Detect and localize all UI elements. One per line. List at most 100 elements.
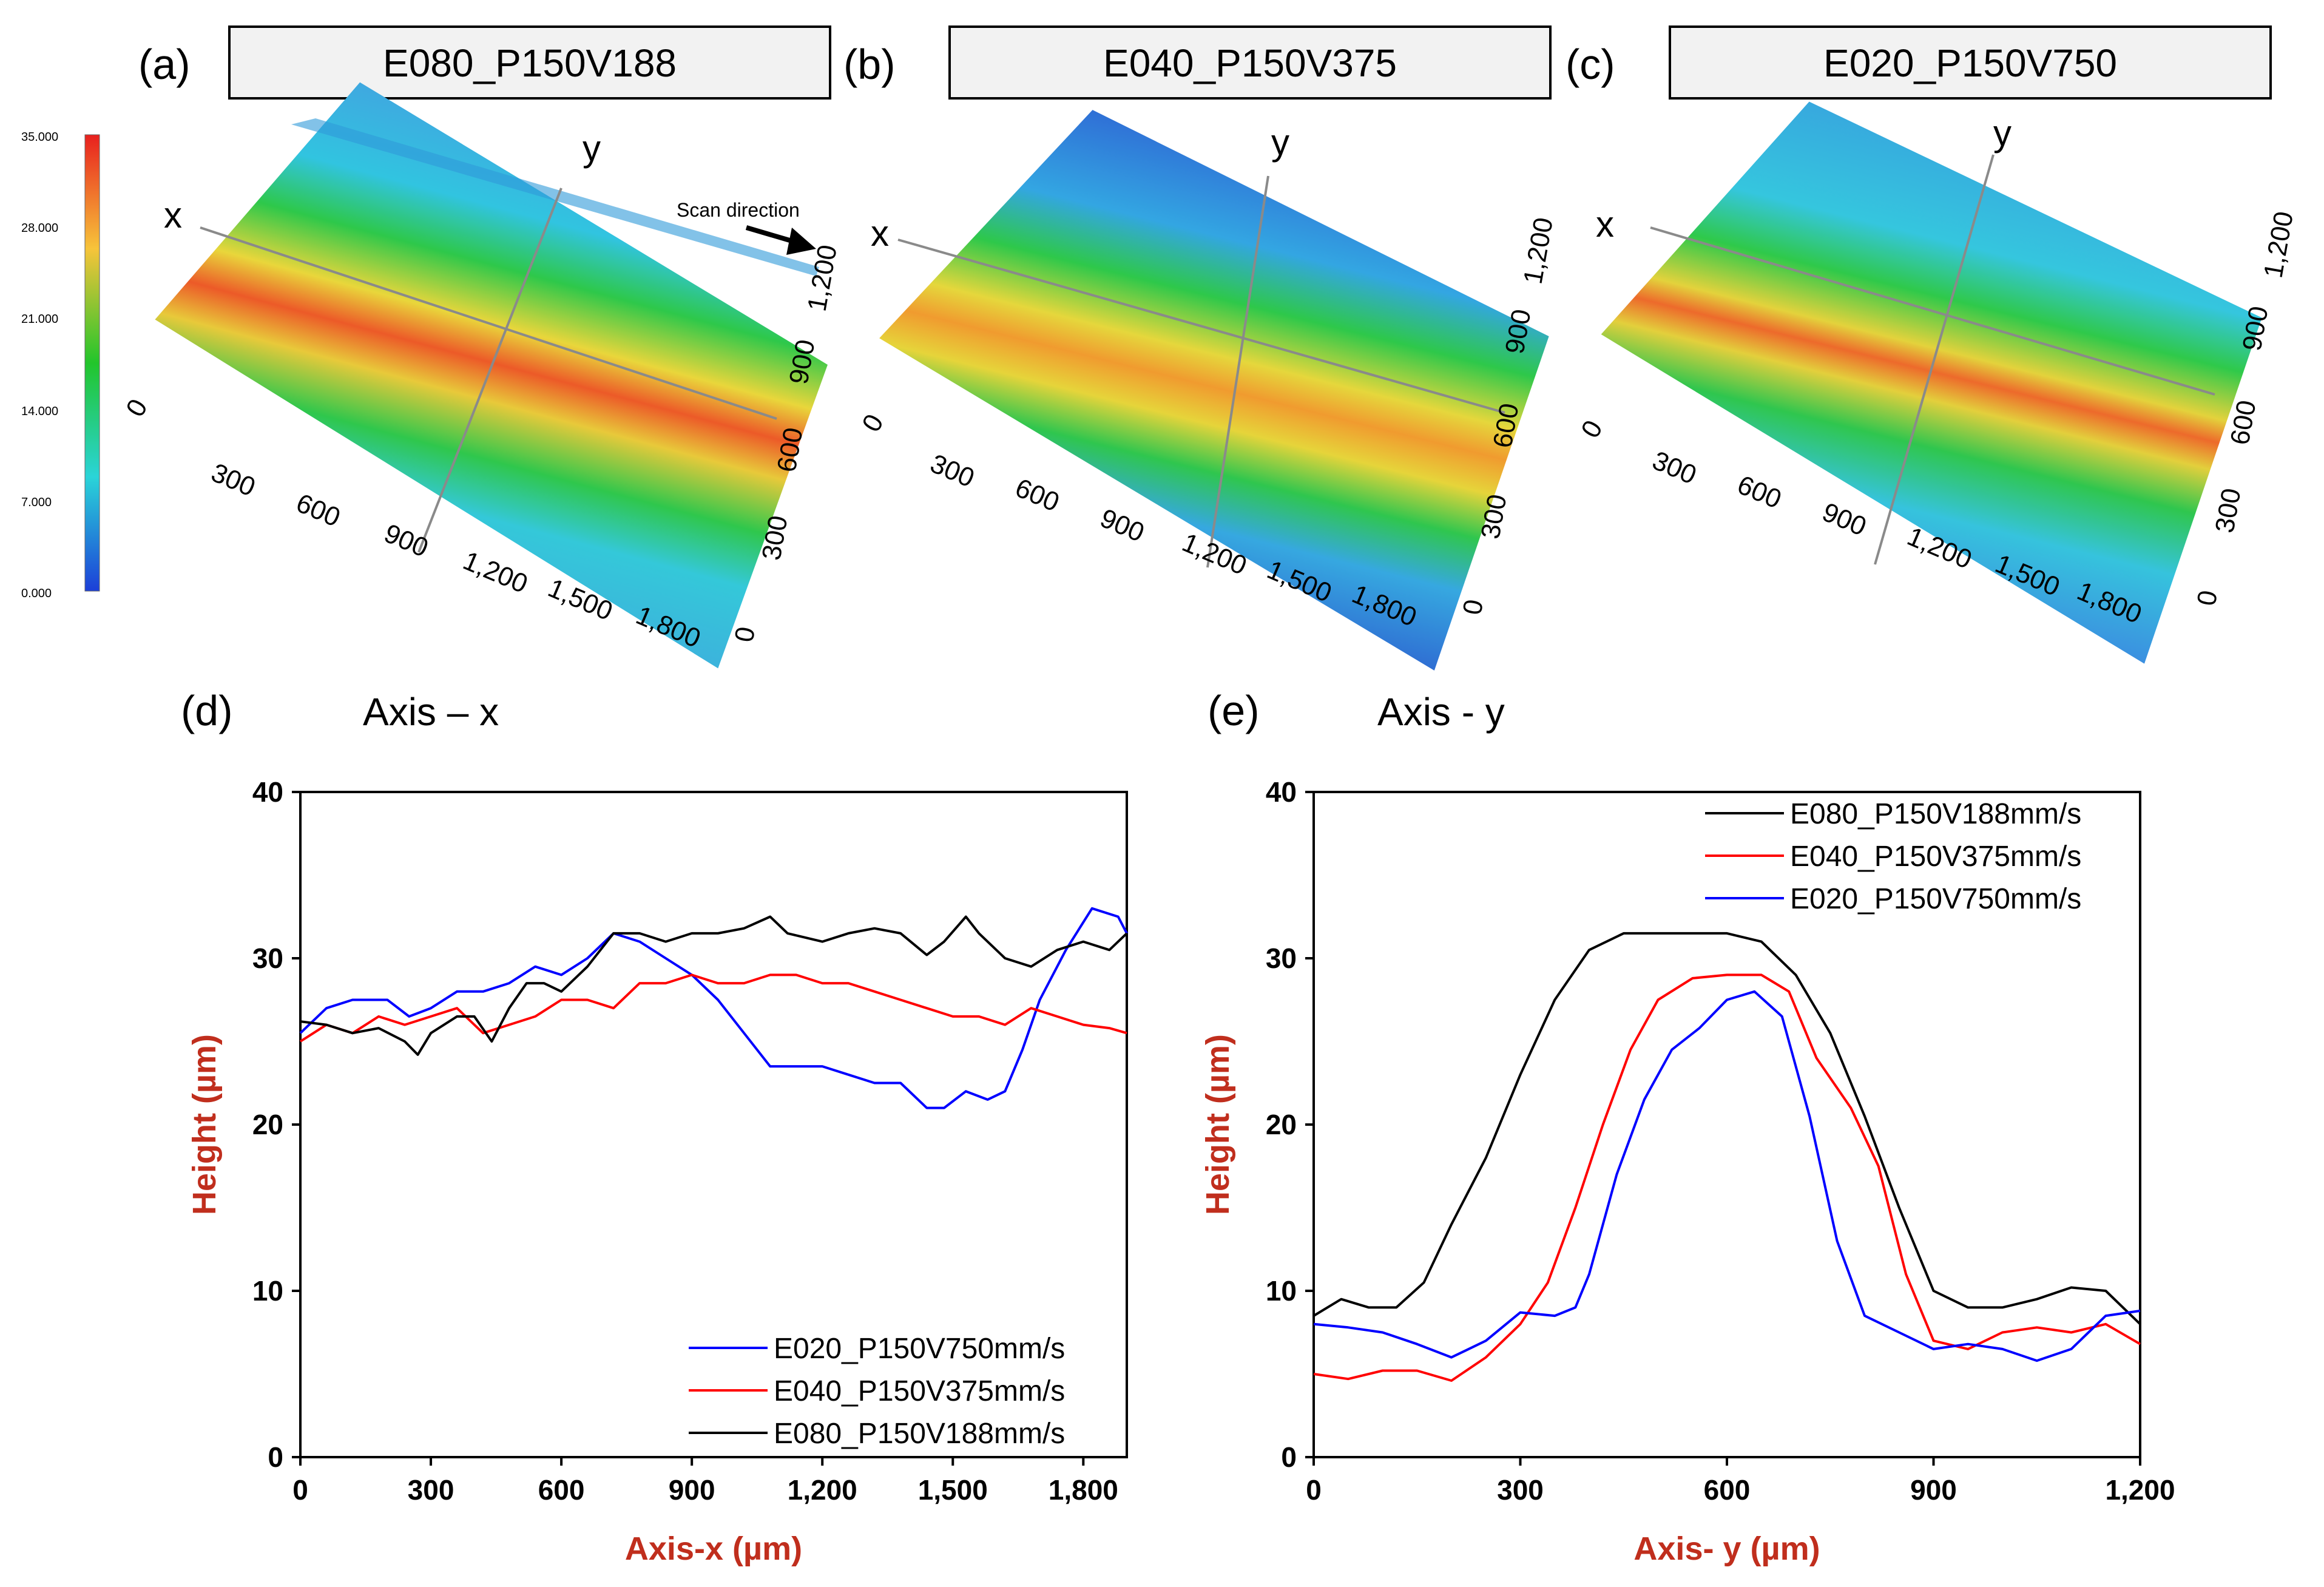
y-tick-label: 1,200 [802,243,843,314]
x-tick-label: 0 [856,409,890,437]
y-tick-label: 10 [252,1275,283,1307]
axis-letter-x-b: x [871,213,889,254]
axis-line-x-a [200,226,777,420]
series-e [1312,932,2141,1382]
colorbar-tick: 0.000 [21,587,52,600]
panel-title-c: E020_P150V750 [1823,41,2117,85]
x-tick-label: 1,200 [2105,1474,2175,1506]
y-axis-label-d: Height (µm) [186,1034,223,1215]
panel-b: (b) E040_P150V375 x y 0 300 600 900 1,20… [843,25,1559,671]
scan-direction-arrowhead [786,228,816,255]
x-tick-label: 300 [207,458,260,502]
surface-a [155,82,828,669]
y-tick-label: 40 [252,776,283,808]
y-tick-label: 30 [1266,942,1297,974]
x-tick-label: 900 [1818,497,1871,542]
axis-ticks-e: 0 300 600 900 1,200 0 10 20 30 40 [1266,776,2175,1506]
series-line [1312,932,2141,1325]
y-tick-label: 0 [1458,597,1490,617]
legend-d: E020_P150V750mm/s E040_P150V375mm/s E080… [689,1333,1065,1450]
panel-letter-d: (d) [181,687,233,734]
axis-line-y-b [1206,175,1269,568]
chart-title-d: Axis – x [363,690,499,734]
y-tick-label: 40 [1266,776,1297,808]
panel-a: (a) E080_P150V188 x y Scan direction 0 3… [120,25,843,669]
panel-title-b: E040_P150V375 [1103,41,1397,85]
y-ticks-a: 0 300 600 900 1,200 [729,243,843,645]
x-tick-label: 300 [408,1474,454,1506]
x-tick-label: 900 [1096,503,1149,548]
axis-letter-y-b: y [1271,122,1289,163]
x-tick-label: 600 [292,488,345,533]
x-tick-label: 900 [669,1474,715,1506]
y-tick-label: 300 [2210,486,2247,535]
y-tick-label: 20 [252,1109,283,1140]
y-tick-label: 30 [252,942,283,974]
panel-c: (c) E020_P150V750 x y 0 300 600 900 1,20… [1566,25,2299,664]
axis-line-y-c [1874,154,1995,565]
panel-title-box-a [228,25,831,100]
panel-title-box-c [1669,25,2272,100]
axis-line-x-b [897,239,1505,414]
x-tick-label: 600 [1011,473,1064,518]
x-tick-label: 900 [1910,1474,1957,1506]
x-tick-label: 300 [1497,1474,1544,1506]
y-axis-label-e: Height (µm) [1200,1034,1236,1215]
series-line [300,915,1128,1056]
x-tick-label: 0 [1575,415,1609,443]
y-ticks-c: 0 300 600 900 1,200 [2192,209,2299,608]
x-tick-label: 900 [380,518,433,563]
legend-label: E020_P150V750mm/s [1790,883,2081,915]
scan-direction-label: Scan direction [677,199,800,221]
legend-label: E080_P150V188mm/s [774,1418,1065,1450]
panel-letter-a: (a) [138,41,191,88]
y-tick-label: 1,200 [1518,215,1559,286]
series-line [299,973,1127,1043]
y-tick-label: 1,200 [2258,209,2299,280]
x-tick-label: 1,200 [459,546,532,599]
panel-title-box-b [948,25,1552,100]
legend-label: E020_P150V750mm/s [774,1333,1065,1365]
x-tick-label: 1,200 [788,1474,857,1506]
axis-letter-y-a: y [583,128,601,169]
legend-label: E080_P150V188mm/s [1790,798,2081,830]
axis-line-x-c [1650,226,2215,396]
x-tick-label: 1,500 [918,1474,988,1506]
legend-e: E080_P150V188mm/s E040_P150V375mm/s E020… [1705,798,2081,915]
panel-letter-c: (c) [1566,41,1615,88]
series-d [299,907,1128,1109]
series-line [299,907,1128,1109]
x-tick-label: 0 [292,1474,308,1506]
colorbar-gradient [84,134,100,592]
chart-d: (d) Axis – x 0 300 600 900 1,200 1,500 1,800 0 1… [181,687,1128,1567]
axis-line-y-a [417,188,562,553]
series-line [1313,990,2141,1362]
axis-letter-x-a: x [164,195,182,235]
colorbar-tick: 35.000 [21,130,58,144]
axis-ticks-d: 0 300 600 900 1,200 1,500 1,800 0 10 20 30 40 [252,776,1118,1506]
colorbar-tick: 7.000 [21,496,52,509]
surface-b [879,110,1549,671]
x-tick-label: 0 [1306,1474,1322,1506]
axis-letter-x-c: x [1596,204,1614,245]
x-tick-label: 0 [120,394,154,422]
series-line [1313,973,2141,1382]
y-tick-label: 0 [1281,1441,1297,1473]
colorbar: 35.000 28.000 21.000 14.000 7.000 0.000 [21,130,100,600]
panel-letter-b: (b) [843,41,896,88]
y-tick-label: 0 [2192,588,2224,608]
x-tick-label: 600 [1733,470,1786,515]
panel-letter-e: (e) [1208,687,1260,734]
axis-letter-y-c: y [1993,113,2012,154]
surface-a-top [291,118,819,276]
x-tick-label: 300 [1648,445,1701,490]
colorbar-tick: 14.000 [21,405,58,418]
surface-c [1601,101,2262,664]
legend-label: E040_P150V375mm/s [1790,841,2081,873]
chart-e: (e) Axis - y 0 300 600 900 1,200 0 10 20 30 40 Ax… [1200,687,2175,1567]
x-tick-label: 600 [1704,1474,1751,1506]
x-tick-label: 300 [926,448,979,493]
x-tick-label: 600 [538,1474,585,1506]
x-axis-label-e: Axis- y (µm) [1633,1531,1820,1567]
x-axis-label-d: Axis-x (µm) [625,1531,802,1567]
